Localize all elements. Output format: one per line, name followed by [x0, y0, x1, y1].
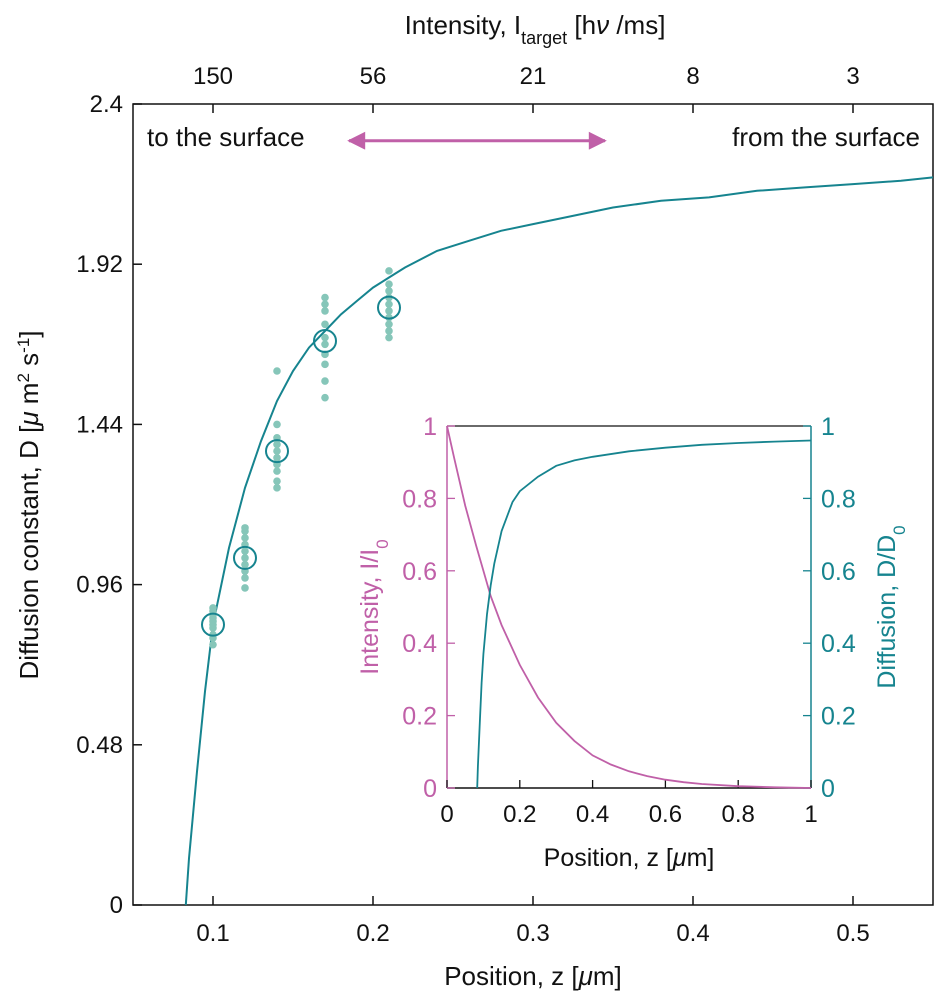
data-point	[241, 534, 249, 542]
main-y-tick-label: 1.44	[76, 411, 123, 438]
main-top-tick-label: 150	[193, 63, 233, 90]
main-y-axis-label: Diffusion constant, D [μ m2 s-1]	[14, 330, 45, 679]
inset-x-tick-label: 0.6	[649, 801, 682, 828]
inset-x-tick-label: 1	[804, 801, 817, 828]
inset-right-tick-label: 0.6	[821, 558, 856, 586]
main-top-axis-label: Intensity, Itarget [hν /ms]	[405, 10, 666, 48]
mean-marker	[313, 328, 337, 353]
data-point	[385, 327, 393, 335]
mean-marker	[265, 439, 289, 464]
inset-x-tick-label: 0.4	[576, 801, 609, 828]
data-point	[273, 453, 281, 462]
inset-right-tick-label: 0.2	[821, 703, 856, 731]
data-point	[321, 360, 329, 369]
main-x-tick-label: 0.2	[356, 920, 389, 947]
inset-left-tick-label: 0.4	[402, 630, 437, 658]
inset-diffusion-curve	[476, 439, 812, 789]
data-point	[241, 574, 249, 582]
mean-marker	[201, 612, 225, 637]
data-point	[321, 293, 329, 302]
inset-right-axis-label: Diffusion, D/D0	[873, 525, 909, 688]
inset-left-axis-label: Intensity, I/I0	[356, 539, 392, 674]
data-point	[321, 307, 329, 315]
main-chart: 0.1 0.2 0.3 0.4 0.5 00.480.961.441.922.4 150…	[14, 10, 934, 991]
main-top-tick-label: 56	[360, 63, 387, 90]
inset-intensity-curve	[446, 425, 812, 789]
data-point	[385, 300, 393, 309]
data-point	[385, 280, 393, 289]
inset-background	[447, 426, 811, 788]
main-fit-curve	[184, 176, 934, 906]
main-x-tick-label: 0.5	[836, 920, 869, 947]
data-point	[273, 367, 281, 375]
inset-x-tick-label: 0.2	[503, 801, 536, 828]
main-y-tick-label: 0.96	[76, 572, 123, 599]
data-point	[273, 440, 281, 449]
main-x-tick-label: 0.1	[196, 920, 229, 947]
inset-left-tick-label: 0.2	[402, 703, 437, 731]
inset-left-tick-label: 0	[423, 775, 437, 803]
main-top-ticks: 150 56 21 8 3	[193, 63, 860, 113]
mean-marker	[377, 295, 401, 320]
data-point	[273, 467, 281, 475]
main-data-points	[209, 267, 393, 649]
data-point	[385, 267, 393, 275]
data-point	[209, 640, 217, 649]
data-point	[241, 554, 249, 562]
main-y-tick-label: 1.92	[76, 251, 123, 278]
main-y-tick-label: 2.4	[90, 91, 123, 118]
data-point	[273, 477, 281, 485]
main-mean-markers	[201, 295, 401, 637]
data-point	[321, 333, 329, 342]
annotation-from-surface: from the surface	[732, 122, 920, 152]
inset-left-tick-label: 0.8	[402, 485, 437, 513]
inset-left-ticks: 0 0.2 0.4 0.6 0.8 1	[402, 413, 455, 803]
data-point	[273, 484, 281, 492]
main-x-ticks: 0.1 0.2 0.3 0.4 0.5	[196, 896, 870, 947]
main-x-tick-label: 0.4	[676, 920, 709, 947]
inset-right-tick-label: 0.8	[821, 485, 856, 513]
main-top-tick-label: 21	[520, 63, 547, 90]
inset-left-tick-label: 0.6	[402, 558, 437, 586]
inset-x-tick-label: 0.8	[722, 801, 755, 828]
data-point	[385, 320, 393, 329]
data-point	[241, 584, 249, 592]
data-point	[321, 340, 329, 349]
data-point	[385, 287, 393, 295]
inset-right-tick-label: 0	[821, 775, 835, 803]
mean-marker	[233, 545, 257, 570]
main-y-tick-label: 0	[110, 892, 123, 919]
data-point	[241, 560, 249, 569]
main-y-ticks: 0 0.48 0.96 1.44 1.92 2.4	[76, 91, 142, 919]
main-x-axis-label: Position, z [μm]	[444, 961, 622, 991]
data-point	[321, 320, 329, 329]
main-top-tick-label: 3	[846, 63, 859, 90]
data-point	[209, 604, 217, 612]
data-point	[321, 393, 329, 402]
data-point	[241, 547, 249, 556]
data-point	[385, 333, 393, 342]
main-x-tick-label: 0.3	[516, 920, 549, 947]
main-top-tick-label: 8	[686, 63, 699, 90]
annotation-to-surface: to the surface	[147, 122, 305, 152]
inset-chart: 0 0.2 0.4 0.6 0.8 1 0 0.2 0.4 0.6 0.8 1 0 0.2 0.4 0.6…	[356, 413, 909, 872]
data-point	[241, 524, 249, 532]
inset-x-ticks: 0 0.2 0.4 0.6 0.8 1	[440, 780, 818, 828]
inset-x-tick-label: 0	[440, 801, 453, 828]
data-point	[273, 420, 281, 429]
data-point	[385, 307, 393, 315]
inset-left-tick-label: 1	[423, 413, 437, 441]
inset-right-tick-label: 1	[821, 413, 835, 441]
main-y-tick-label: 0.48	[76, 732, 123, 759]
data-point	[321, 300, 329, 309]
inset-right-tick-label: 0.4	[821, 630, 856, 658]
inset-x-axis-label: Position, z [μm]	[544, 844, 715, 872]
data-point	[273, 447, 281, 455]
data-point	[321, 377, 329, 385]
